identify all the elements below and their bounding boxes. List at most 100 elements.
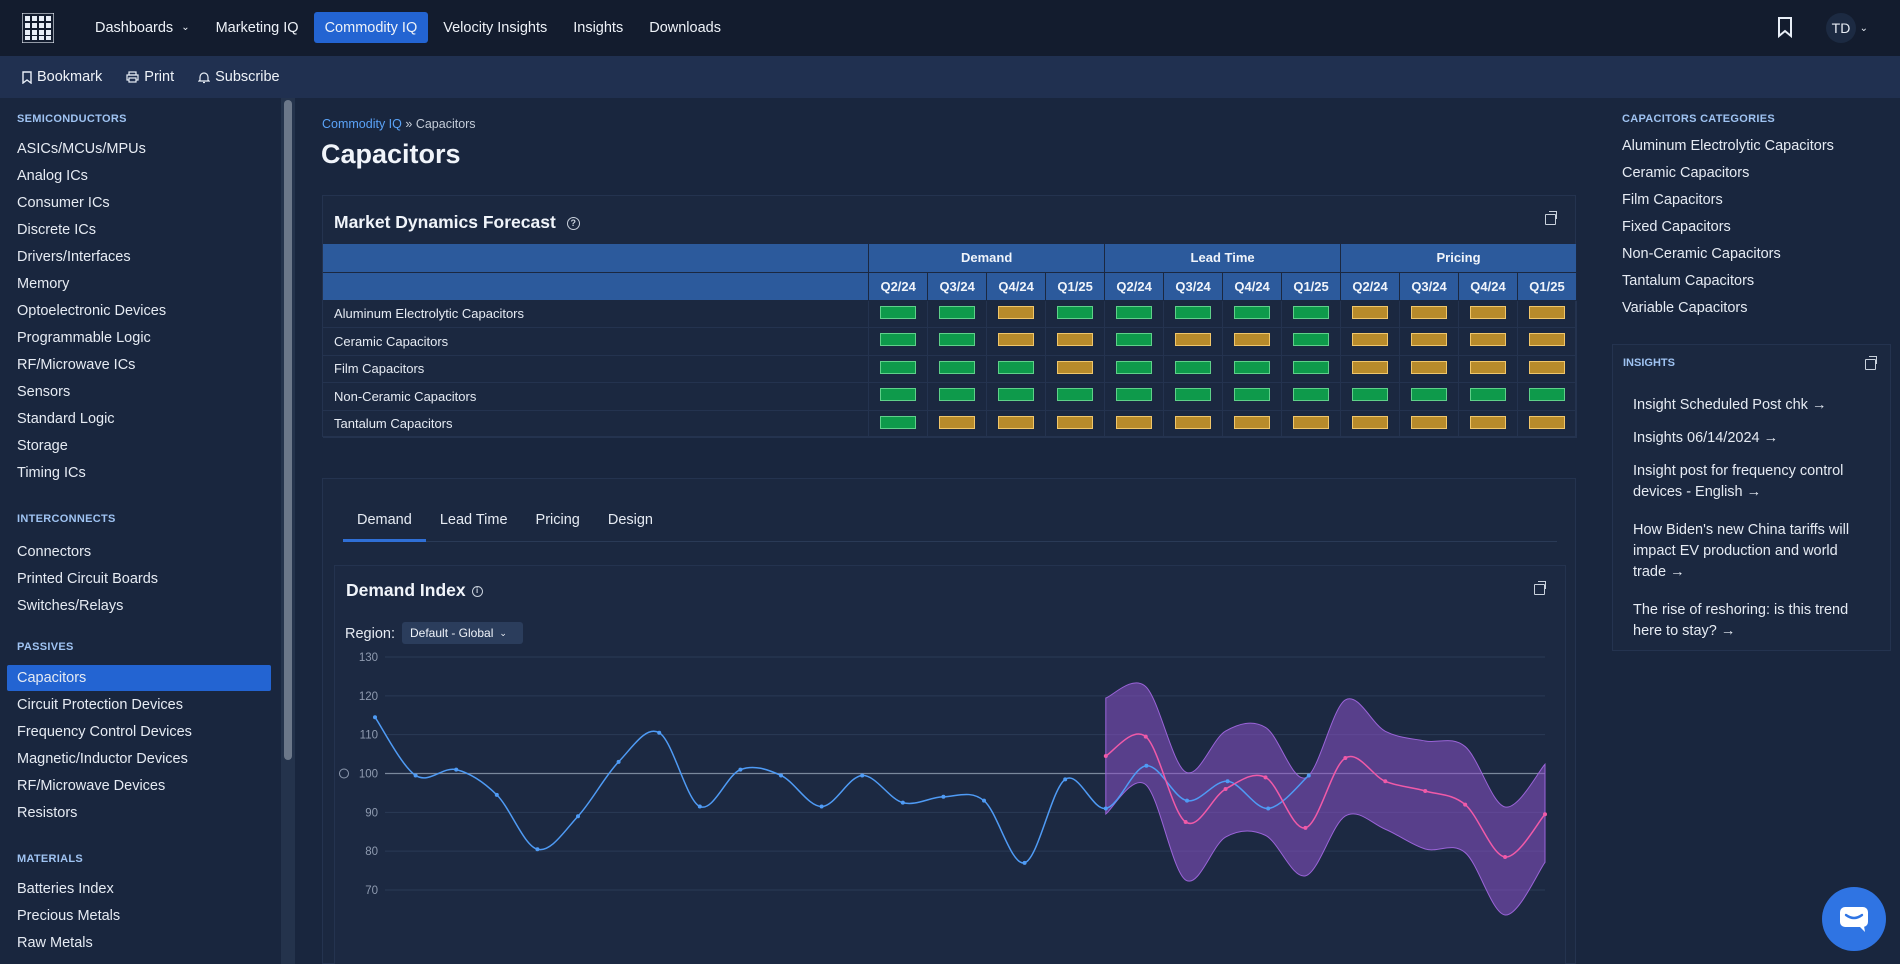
forecast-cell (1045, 355, 1106, 383)
region-label: Region: (345, 626, 395, 642)
data-point-forecast (1343, 755, 1348, 760)
tab-design[interactable]: Design (607, 512, 653, 528)
expand-icon[interactable] (1865, 356, 1877, 370)
data-point-forecast (1503, 854, 1508, 859)
chat-button[interactable] (1822, 887, 1886, 951)
category-link-non-ceramic-capacitors[interactable]: Non-Ceramic Capacitors (1622, 246, 1781, 262)
region-select[interactable]: Default - Global ⌄ (402, 622, 523, 644)
nav-link-label: Marketing IQ (215, 19, 299, 36)
main-nav: Dashboards ⌄ Marketing IQ Commodity IQ Veloc… (84, 12, 736, 43)
metrics-card: Demand Lead Time Pricing Design Demand Inde… (322, 478, 1576, 964)
status-green-swatch (1529, 388, 1565, 402)
subscribe-button[interactable]: Subscribe (198, 69, 280, 85)
bookmark-icon[interactable] (1776, 16, 1794, 38)
category-link-aluminum-electrolytic-capacitors[interactable]: Aluminum Electrolytic Capacitors (1622, 138, 1834, 154)
sidebar-item-frequency-control-devices[interactable]: Frequency Control Devices (17, 724, 192, 740)
forecast-quarter-demand-q1-25: Q1/25 (1045, 272, 1106, 301)
y-tick-label: 100 (359, 769, 378, 781)
sidebar-item-timing-ics[interactable]: Timing ICs (17, 465, 86, 481)
sidebar-item-analog-ics[interactable]: Analog ICs (17, 168, 88, 184)
status-green-swatch (1116, 333, 1153, 347)
expand-icon[interactable] (1545, 211, 1557, 225)
data-point-actual (779, 773, 783, 778)
status-amber-swatch (1470, 333, 1506, 347)
nav-link-marketing-iq[interactable]: Marketing IQ (205, 12, 310, 43)
user-menu[interactable]: TD ⌄ (1822, 10, 1872, 46)
forecast-cell (1340, 327, 1401, 356)
forecast-cell (1104, 355, 1165, 383)
sidebar-scrollbar-thumb[interactable] (284, 100, 292, 760)
demand-index-panel: Demand Index i Region: Default - Global ⌄ … (334, 565, 1566, 964)
tab-pricing[interactable]: Pricing (535, 512, 580, 528)
sidebar-item-magnetic-inductor-devices[interactable]: Magnetic/Inductor Devices (17, 751, 188, 767)
tab-lead-time[interactable]: Lead Time (439, 512, 508, 528)
sidebar-item-circuit-protection-devices[interactable]: Circuit Protection Devices (17, 697, 183, 713)
top-navbar: Dashboards ⌄ Marketing IQ Commodity IQ Veloc… (0, 0, 1900, 56)
sidebar-item-standard-logic[interactable]: Standard Logic (17, 411, 115, 427)
category-link-tantalum-capacitors[interactable]: Tantalum Capacitors (1622, 273, 1755, 289)
data-point-actual (738, 767, 743, 772)
category-link-variable-capacitors[interactable]: Variable Capacitors (1622, 300, 1748, 316)
category-link-film-capacitors[interactable]: Film Capacitors (1622, 192, 1723, 208)
sidebar-item-discrete-ics[interactable]: Discrete ICs (17, 222, 96, 238)
sidebar-item-batteries-index[interactable]: Batteries Index (17, 881, 114, 897)
status-green-swatch (939, 360, 976, 374)
sidebar-item-raw-metals[interactable]: Raw Metals (17, 935, 93, 951)
y-tick-label: 70 (365, 885, 378, 897)
forecast-cell (1104, 382, 1165, 411)
insight-link[interactable]: Insight post for frequency control devic… (1633, 463, 1844, 500)
nav-link-insights[interactable]: Insights (562, 12, 634, 43)
breadcrumb-link-commodity-iq[interactable]: Commodity IQ (322, 117, 402, 131)
sidebar-item-memory[interactable]: Memory (17, 276, 70, 292)
sidebar-item-capacitors[interactable]: Capacitors (7, 665, 271, 691)
bookmark-button[interactable]: Bookmark (22, 69, 102, 85)
sidebar-item-switches-relays[interactable]: Switches/Relays (17, 598, 124, 614)
print-button[interactable]: Print (126, 69, 174, 85)
breadcrumb: Commodity IQ » Capacitors (322, 117, 476, 131)
nav-link-commodity-iq[interactable]: Commodity IQ (313, 12, 429, 43)
expand-icon[interactable] (1534, 581, 1546, 595)
nav-link-dashboards[interactable]: Dashboards ⌄ (84, 12, 201, 43)
forecast-cell (1340, 355, 1401, 383)
sidebar-item-optoelectronic-devices[interactable]: Optoelectronic Devices (17, 303, 167, 319)
forecast-cell (1399, 410, 1460, 438)
insights-card: INSIGHTS Insight Scheduled Post chk → Ins… (1612, 344, 1891, 651)
forecast-cell (1281, 382, 1342, 411)
sidebar-section-materials: MATERIALS (17, 853, 84, 865)
sidebar-item-programmable-logic[interactable]: Programmable Logic (17, 330, 151, 346)
status-amber-swatch (1529, 415, 1565, 429)
tab-demand[interactable]: Demand (343, 512, 426, 542)
sidebar-item-asics-mcus-mpus[interactable]: ASICs/MCUs/MPUs (17, 141, 146, 157)
forecast-cell (986, 300, 1047, 328)
category-link-fixed-capacitors[interactable]: Fixed Capacitors (1622, 219, 1731, 235)
sidebar-item-rf-microwave-ics[interactable]: RF/Microwave ICs (17, 357, 136, 373)
sidebar-item-sensors[interactable]: Sensors (17, 384, 71, 400)
nav-link-downloads[interactable]: Downloads (638, 12, 732, 43)
forecast-cell (1458, 327, 1518, 356)
sidebar-item-connectors[interactable]: Connectors (17, 544, 92, 560)
forecast-confidence-band (1105, 682, 1546, 916)
insight-link[interactable]: The rise of reshoring: is this trend her… (1633, 602, 1849, 639)
forecast-quarter-demand-q3-24: Q3/24 (927, 272, 988, 301)
forecast-cell (1163, 355, 1224, 383)
info-icon[interactable]: i (471, 585, 483, 597)
sidebar-item-drivers-interfaces[interactable]: Drivers/Interfaces (17, 249, 131, 265)
sidebar-item-storage[interactable]: Storage (17, 438, 68, 454)
status-amber-swatch (1470, 305, 1506, 319)
insight-link[interactable]: How Biden's new China tariffs will impac… (1633, 522, 1850, 580)
insight-link[interactable]: Insight Scheduled Post chk → (1633, 397, 1827, 413)
sidebar-item-printed-circuit-boards[interactable]: Printed Circuit Boards (17, 571, 159, 587)
status-green-swatch (1175, 360, 1212, 374)
app-grid-logo-icon[interactable] (22, 13, 54, 43)
forecast-cell (868, 382, 929, 411)
status-amber-swatch (998, 305, 1035, 319)
breadcrumb-current: Capacitors (415, 117, 476, 131)
sidebar-item-precious-metals[interactable]: Precious Metals (17, 908, 121, 924)
nav-link-velocity-insights[interactable]: Velocity Insights (432, 12, 558, 43)
insight-link[interactable]: Insights 06/14/2024 → (1633, 430, 1779, 446)
sidebar-item-consumer-ics[interactable]: Consumer ICs (17, 195, 110, 211)
category-link-ceramic-capacitors[interactable]: Ceramic Capacitors (1622, 165, 1750, 181)
sidebar-item-resistors[interactable]: Resistors (17, 805, 78, 821)
sidebar-item-rf-microwave-devices[interactable]: RF/Microwave Devices (17, 778, 166, 794)
help-icon[interactable]: ? (566, 216, 580, 230)
